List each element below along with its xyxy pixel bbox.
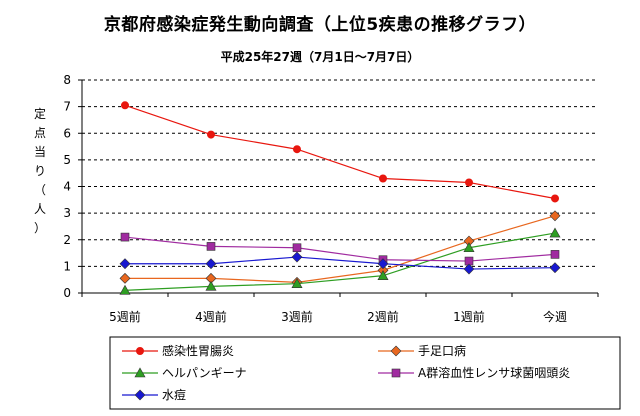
- x-tick-label: 5週前: [109, 309, 141, 324]
- legend-box: [109, 336, 621, 410]
- chart-title: 京都府感染症発生動向調査（上位5疾患の推移グラフ）: [103, 15, 537, 35]
- data-point: [549, 210, 561, 222]
- legend-marker: [390, 345, 402, 357]
- data-point: [206, 242, 216, 251]
- series-lines: [119, 101, 561, 295]
- legend-marker: [391, 368, 401, 378]
- y-tick-label: 1: [63, 259, 71, 273]
- legend-marker: [136, 347, 144, 355]
- legend-label: 手足口病: [418, 343, 466, 358]
- y-tick-label: 4: [63, 180, 71, 194]
- data-point: [119, 272, 131, 284]
- legend-item: 手足口病: [378, 343, 466, 358]
- y-tick-label: 5: [63, 153, 71, 167]
- legend-label: 水痘: [162, 387, 186, 402]
- data-point: [291, 278, 303, 288]
- data-point: [120, 232, 130, 242]
- data-point: [205, 258, 217, 270]
- series-line: [124, 232, 556, 291]
- data-point: [463, 242, 475, 253]
- x-tick-label: 今週: [543, 309, 567, 324]
- chart-subtitle: 平成25年27週（7月1日〜7月7日）: [220, 50, 420, 64]
- legend-label: ヘルパンギーナ: [162, 366, 247, 380]
- legend-marker: [134, 367, 146, 378]
- data-point: [465, 178, 473, 187]
- y-tick-label: 6: [63, 126, 71, 140]
- data-point: [121, 101, 129, 110]
- data-point: [379, 174, 387, 183]
- legend-item: 感染性胃腸炎: [122, 343, 234, 358]
- axes: 0 1 2 3 4 5 6 7 8 5週前 4週前 3週前 2週前 1週前 今週 定点当り（人）: [34, 73, 599, 324]
- gridlines: [82, 79, 598, 267]
- y-tick-label: 2: [63, 233, 71, 247]
- data-point: [207, 130, 215, 139]
- y-tick-label: 0: [63, 286, 71, 300]
- series-line: [124, 104, 556, 200]
- series-line: [125, 256, 556, 270]
- data-point: [463, 263, 475, 275]
- legend-item: 水痘: [122, 387, 186, 402]
- y-tick-label: 7: [63, 100, 71, 114]
- data-point: [293, 145, 301, 154]
- data-point: [377, 270, 389, 280]
- x-tick-label: 2週前: [367, 309, 399, 324]
- data-point: [550, 250, 560, 259]
- series-1: [119, 210, 561, 288]
- data-point: [549, 262, 561, 274]
- y-axis-label: 定点当り（人）: [34, 106, 46, 235]
- legend-label: 感染性胃腸炎: [162, 343, 234, 358]
- series-2: [119, 227, 561, 295]
- legend-label: A群溶血性レンサ球菌咽頭炎: [418, 365, 570, 380]
- x-tick-label: 4週前: [195, 309, 227, 324]
- legend-item: A群溶血性レンサ球菌咽頭炎: [378, 365, 570, 380]
- data-point: [292, 243, 302, 253]
- data-point: [119, 258, 131, 270]
- y-tick-label: 3: [63, 206, 71, 220]
- series-line: [125, 215, 556, 283]
- series-4: [119, 251, 561, 275]
- legend-marker: [134, 389, 146, 401]
- data-point: [291, 251, 303, 263]
- data-point: [549, 227, 561, 238]
- series-line: [124, 236, 556, 262]
- x-tick-label: 3週前: [281, 309, 313, 324]
- y-tick-label: 8: [63, 73, 71, 87]
- legend-item: ヘルパンギーナ: [122, 366, 247, 380]
- data-point: [377, 258, 389, 270]
- x-tick-label: 1週前: [453, 309, 485, 324]
- data-point: [119, 284, 131, 295]
- data-point: [205, 280, 217, 291]
- data-point: [551, 194, 559, 203]
- series-0: [121, 101, 559, 203]
